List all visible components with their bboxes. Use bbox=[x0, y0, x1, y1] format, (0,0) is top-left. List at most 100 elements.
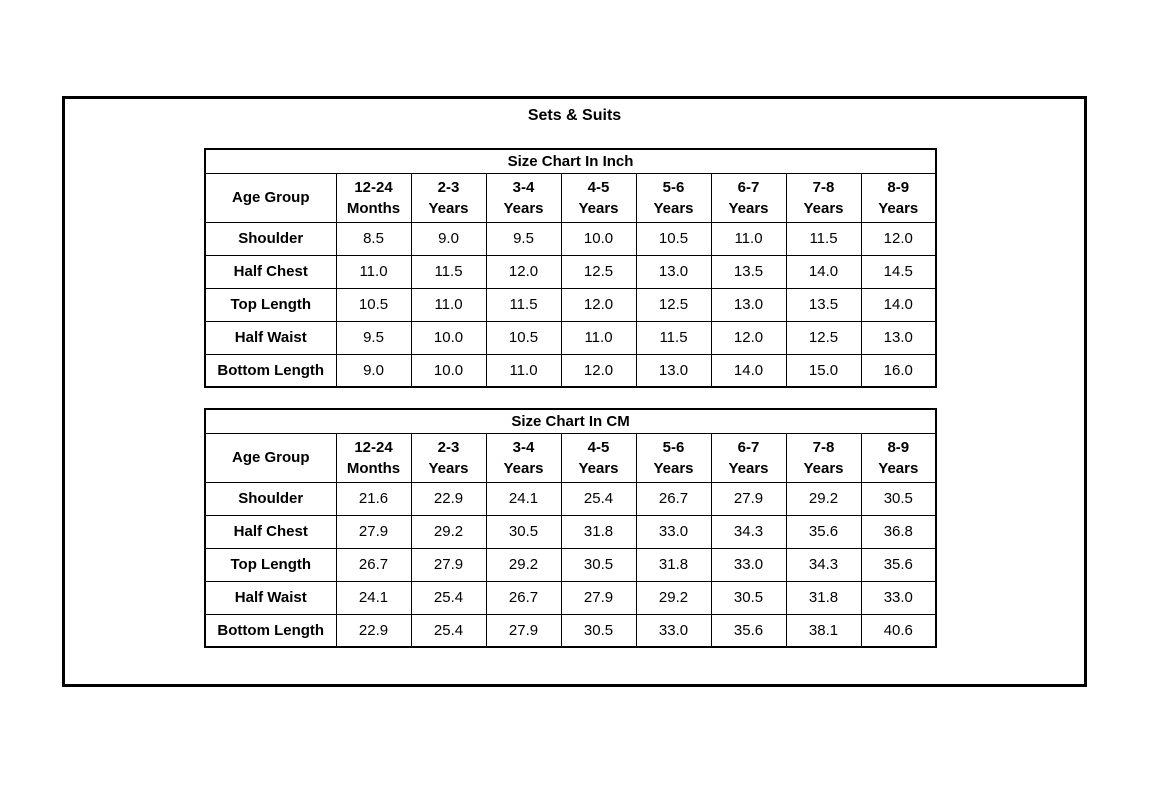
row-label: Shoulder bbox=[204, 481, 337, 516]
value-cell: 11.0 bbox=[410, 287, 487, 322]
value-cell: 24.1 bbox=[485, 481, 562, 516]
column-header: 3-4 Years bbox=[485, 172, 562, 223]
column-header: 5-6 Years bbox=[635, 172, 712, 223]
value-cell: 33.0 bbox=[710, 547, 787, 582]
column-header-line2: Years bbox=[653, 199, 694, 217]
column-header-line1: 6-7 bbox=[737, 178, 760, 196]
value-cell: 12.5 bbox=[560, 254, 637, 289]
age-group-label: Age Group bbox=[204, 172, 337, 223]
value-cell: 31.8 bbox=[785, 580, 862, 615]
column-header-line1: 12-24 bbox=[354, 178, 393, 196]
value-cell: 33.0 bbox=[860, 580, 937, 615]
value-cell: 10.5 bbox=[485, 320, 562, 355]
value-cell: 11.0 bbox=[485, 353, 562, 388]
value-cell: 11.5 bbox=[635, 320, 712, 355]
value-cell: 12.0 bbox=[560, 353, 637, 388]
row-label: Half Waist bbox=[204, 320, 337, 355]
age-group-header-row: Age Group 12-24 Months 2-3 Years 3-4 Years 4-5 Y… bbox=[204, 172, 937, 223]
value-cell: 35.6 bbox=[860, 547, 937, 582]
column-header-line1: 7-8 bbox=[812, 178, 835, 196]
table-row: Top Length 10.5 11.0 11.5 12.0 12.5 13.0 13.5 14… bbox=[204, 287, 937, 322]
value-cell: 11.5 bbox=[485, 287, 562, 322]
column-header-line1: 4-5 bbox=[587, 178, 610, 196]
row-label: Half Chest bbox=[204, 254, 337, 289]
column-header-line2: Months bbox=[346, 199, 401, 217]
column-header-line1: 8-9 bbox=[887, 178, 910, 196]
column-header: 8-9 Years bbox=[860, 432, 937, 483]
table-row: Half Chest 11.0 11.5 12.0 12.5 13.0 13.5 14.0 14… bbox=[204, 254, 937, 289]
value-cell: 13.0 bbox=[635, 254, 712, 289]
value-cell: 21.6 bbox=[335, 481, 412, 516]
table-row: Bottom Length 22.9 25.4 27.9 30.5 33.0 35.6 38.… bbox=[204, 613, 937, 648]
value-cell: 8.5 bbox=[335, 221, 412, 256]
value-cell: 13.5 bbox=[710, 254, 787, 289]
value-cell: 10.5 bbox=[635, 221, 712, 256]
column-header-line1: 4-5 bbox=[587, 438, 610, 456]
value-cell: 34.3 bbox=[710, 514, 787, 549]
row-label: Top Length bbox=[204, 547, 337, 582]
column-header-line1: 7-8 bbox=[812, 438, 835, 456]
value-cell: 27.9 bbox=[560, 580, 637, 615]
value-cell: 14.0 bbox=[785, 254, 862, 289]
value-cell: 30.5 bbox=[710, 580, 787, 615]
value-cell: 29.2 bbox=[410, 514, 487, 549]
column-header-line2: Years bbox=[428, 459, 469, 477]
value-cell: 13.0 bbox=[710, 287, 787, 322]
value-cell: 11.5 bbox=[785, 221, 862, 256]
value-cell: 12.0 bbox=[485, 254, 562, 289]
page-title: Sets & Suits bbox=[527, 107, 622, 124]
value-cell: 10.5 bbox=[335, 287, 412, 322]
table-row: Bottom Length 9.0 10.0 11.0 12.0 13.0 14.0 15.0… bbox=[204, 353, 937, 388]
column-header-line2: Years bbox=[803, 199, 844, 217]
column-header: 2-3 Years bbox=[410, 432, 487, 483]
column-header-line1: 8-9 bbox=[887, 438, 910, 456]
size-table-inch: Size Chart In Inch Age Group 12-24 Months 2-… bbox=[204, 148, 938, 388]
column-header-line1: 3-4 bbox=[512, 438, 535, 456]
value-cell: 9.0 bbox=[410, 221, 487, 256]
value-cell: 33.0 bbox=[635, 613, 712, 648]
column-header: 12-24 Months bbox=[335, 432, 412, 483]
table-title: Size Chart In CM bbox=[204, 408, 937, 434]
table-title: Size Chart In Inch bbox=[204, 148, 937, 174]
column-header-line1: 6-7 bbox=[737, 438, 760, 456]
value-cell: 15.0 bbox=[785, 353, 862, 388]
column-header-line2: Years bbox=[653, 459, 694, 477]
column-header: 6-7 Years bbox=[710, 432, 787, 483]
row-label: Shoulder bbox=[204, 221, 337, 256]
value-cell: 13.0 bbox=[635, 353, 712, 388]
value-cell: 36.8 bbox=[860, 514, 937, 549]
value-cell: 26.7 bbox=[335, 547, 412, 582]
column-header-line1: 5-6 bbox=[662, 178, 685, 196]
value-cell: 27.9 bbox=[410, 547, 487, 582]
size-table-cm: Size Chart In CM Age Group 12-24 Months 2-3 Y… bbox=[204, 408, 938, 648]
column-header-line1: 5-6 bbox=[662, 438, 685, 456]
column-header: 3-4 Years bbox=[485, 432, 562, 483]
column-header-line2: Years bbox=[428, 199, 469, 217]
column-header-line1: 2-3 bbox=[437, 438, 460, 456]
row-label: Top Length bbox=[204, 287, 337, 322]
value-cell: 13.5 bbox=[785, 287, 862, 322]
value-cell: 9.0 bbox=[335, 353, 412, 388]
column-header-line1: 3-4 bbox=[512, 178, 535, 196]
value-cell: 25.4 bbox=[410, 580, 487, 615]
value-cell: 10.0 bbox=[560, 221, 637, 256]
value-cell: 26.7 bbox=[635, 481, 712, 516]
size-chart-sheet: Sets & Suits Size Chart In Inch Age Group… bbox=[62, 96, 1087, 687]
table-title-row: Size Chart In CM bbox=[204, 408, 937, 434]
table-row: Half Chest 27.9 29.2 30.5 31.8 33.0 34.3 35.6 36… bbox=[204, 514, 937, 549]
value-cell: 12.5 bbox=[785, 320, 862, 355]
column-header: 12-24 Months bbox=[335, 172, 412, 223]
value-cell: 22.9 bbox=[410, 481, 487, 516]
row-label: Bottom Length bbox=[204, 613, 337, 648]
value-cell: 27.9 bbox=[485, 613, 562, 648]
table-row: Top Length 26.7 27.9 29.2 30.5 31.8 33.0 34.3 35… bbox=[204, 547, 937, 582]
value-cell: 22.9 bbox=[335, 613, 412, 648]
column-header-line2: Months bbox=[346, 459, 401, 477]
column-header-line1: 2-3 bbox=[437, 178, 460, 196]
age-group-header-row: Age Group 12-24 Months 2-3 Years 3-4 Years 4-5 Y… bbox=[204, 432, 937, 483]
value-cell: 11.0 bbox=[560, 320, 637, 355]
value-cell: 11.0 bbox=[335, 254, 412, 289]
value-cell: 11.5 bbox=[410, 254, 487, 289]
value-cell: 25.4 bbox=[410, 613, 487, 648]
value-cell: 29.2 bbox=[785, 481, 862, 516]
